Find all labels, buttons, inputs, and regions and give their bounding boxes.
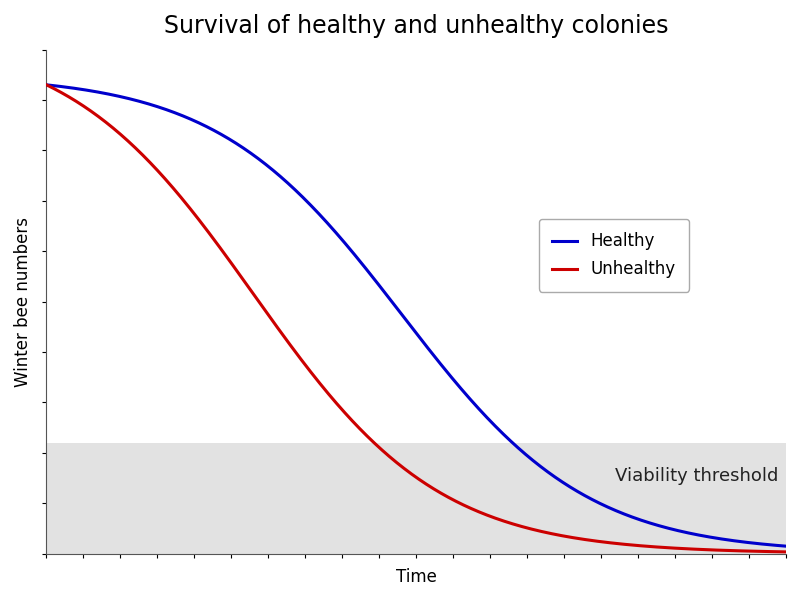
Unhealthy — [367, 437, 377, 445]
Line: Healthy: Healthy — [46, 85, 786, 546]
Bar — [46, 443, 786, 554]
Healthy — [117, 94, 126, 101]
Unhealthy — [632, 542, 642, 549]
Unhealthy — [782, 548, 791, 556]
Healthy — [341, 240, 350, 247]
Healthy — [618, 510, 628, 517]
X-axis label: Time: Time — [396, 568, 437, 586]
Unhealthy — [341, 410, 350, 417]
Unhealthy — [550, 530, 559, 538]
Healthy — [42, 81, 51, 88]
Line: Unhealthy: Unhealthy — [46, 85, 786, 552]
Healthy — [782, 542, 791, 550]
Healthy — [632, 515, 642, 522]
Text: Viability threshold: Viability threshold — [615, 467, 778, 485]
Title: Survival of healthy and unhealthy colonies: Survival of healthy and unhealthy coloni… — [164, 14, 669, 38]
Unhealthy — [117, 132, 126, 139]
Healthy — [367, 273, 377, 280]
Y-axis label: Winter bee numbers: Winter bee numbers — [14, 217, 32, 386]
Unhealthy — [42, 81, 51, 88]
Unhealthy — [618, 541, 628, 548]
Legend: Healthy, Unhealthy: Healthy, Unhealthy — [539, 219, 689, 292]
Healthy — [550, 473, 559, 480]
